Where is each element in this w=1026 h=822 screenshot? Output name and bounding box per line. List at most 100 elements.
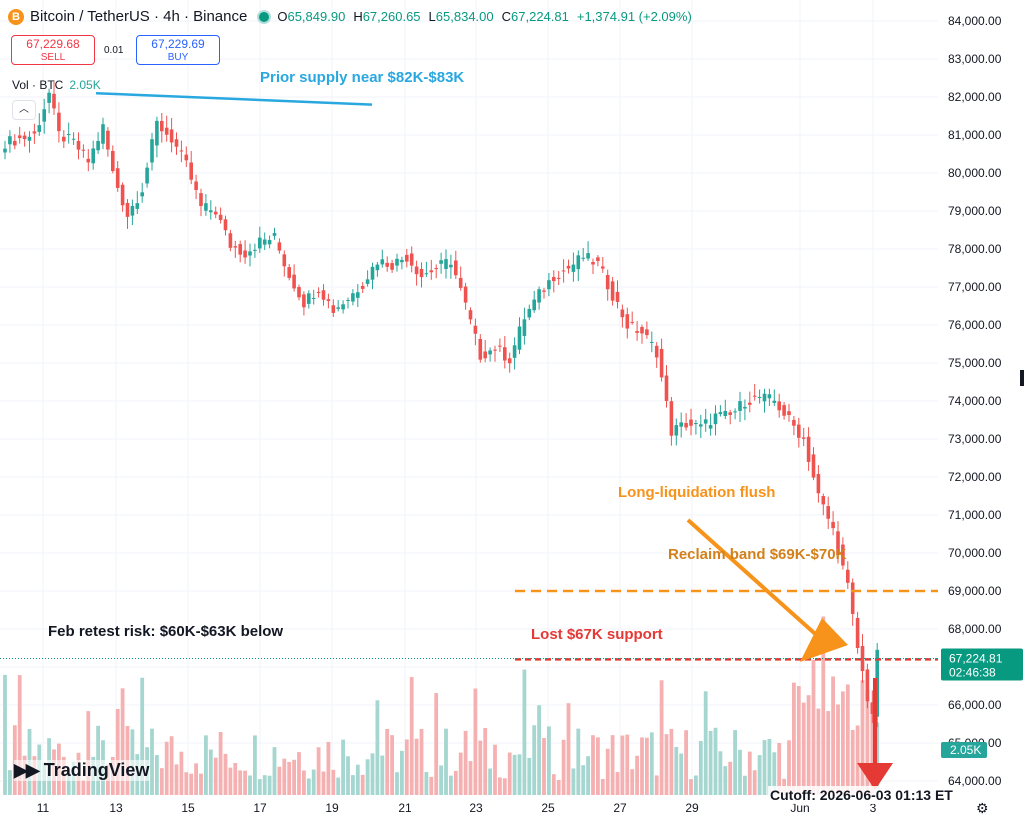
volume-bar	[292, 759, 296, 795]
price-tick-label: 66,000.00	[948, 698, 1002, 712]
candle-body	[792, 419, 796, 426]
candle-body	[13, 140, 17, 146]
candle-body	[640, 327, 644, 334]
candle-body	[57, 112, 61, 132]
volume-bar	[213, 757, 218, 795]
down-arrow-head	[857, 763, 893, 790]
volume-bar	[738, 749, 742, 795]
volume-bar	[370, 753, 375, 795]
candle-body	[321, 290, 326, 300]
symbol-header[interactable]: B Bitcoin / TetherUS · 4h · Binance O65,…	[8, 8, 700, 25]
candle-body	[831, 521, 835, 529]
volume-bar	[605, 748, 610, 795]
buy-price: 67,229.69	[151, 37, 205, 51]
candle-body	[836, 531, 840, 556]
candle-body	[370, 266, 375, 280]
volume-bar	[17, 675, 22, 795]
candle-body	[424, 273, 429, 275]
reclaim-annotation: Reclaim band $69K-$70K	[668, 546, 847, 563]
volume-bar	[674, 746, 679, 795]
flush-arrow-head	[800, 618, 848, 662]
candle-body	[429, 270, 434, 273]
candle-body	[610, 281, 615, 301]
volume-tag	[941, 742, 987, 758]
volume-bar	[860, 680, 865, 795]
candle-body	[561, 270, 566, 272]
candle-body	[189, 162, 193, 180]
market-status-icon	[259, 11, 270, 22]
candle-body	[277, 242, 282, 251]
candle-body	[282, 254, 287, 267]
candle-body	[145, 167, 149, 184]
candle-body	[253, 249, 257, 251]
candle-body	[679, 422, 683, 427]
candle-body	[689, 419, 693, 426]
candle-body	[860, 646, 865, 672]
chevron-up-icon[interactable]: ︿	[12, 100, 36, 120]
candle-body	[351, 293, 355, 302]
candle-body	[91, 148, 95, 164]
candle-body	[723, 410, 728, 416]
volume-bar	[189, 773, 194, 795]
volume-bar	[449, 775, 453, 795]
candle-body	[238, 244, 242, 255]
volume-bar	[767, 738, 772, 795]
volume-bar	[390, 735, 394, 795]
candle-body	[262, 239, 267, 245]
scroll-handle[interactable]	[1020, 370, 1024, 386]
candle-body	[468, 310, 473, 320]
ohlc-change: +1,374.91 (+2.09%)	[576, 9, 692, 24]
candle-body	[86, 158, 91, 163]
volume-bar	[174, 764, 179, 795]
volume-label: Vol · BTC	[12, 78, 64, 92]
candle-body	[713, 413, 718, 425]
volume-bar	[669, 728, 674, 795]
candle-body	[307, 293, 311, 304]
candle-body	[174, 139, 179, 147]
volume-bar	[547, 726, 551, 795]
flush-arrow-shaft	[686, 518, 824, 642]
candle-body	[223, 219, 228, 231]
price-tick-label: 74,000.00	[948, 394, 1002, 408]
volume-bar	[409, 677, 414, 795]
candle-body	[787, 411, 791, 416]
volume-bar	[194, 763, 198, 795]
buy-button[interactable]: 67,229.69 BUY	[136, 35, 220, 65]
tradingview-branding[interactable]: ▶▶ TradingView	[14, 760, 150, 781]
ohlc-high: H67,260.65	[353, 9, 421, 24]
candle-body	[503, 347, 507, 361]
volume-bar	[282, 758, 287, 795]
volume-bar	[532, 725, 537, 795]
volume-bar	[821, 616, 826, 795]
gear-icon[interactable]: ⚙	[976, 800, 989, 816]
volume-legend[interactable]: Vol · BTC 2.05K	[12, 78, 101, 92]
candle-body	[179, 150, 184, 152]
volume-bar	[184, 772, 189, 795]
candle-body	[81, 149, 86, 151]
last-price-value: 67,224.81	[949, 651, 1003, 665]
volume-bar	[679, 753, 684, 795]
volume-bar	[635, 755, 639, 795]
price-tick-label: 68,000.00	[948, 622, 1002, 636]
price-tick-label: 78,000.00	[948, 242, 1002, 256]
volume-bar	[473, 688, 478, 795]
candle-body	[870, 702, 875, 714]
candle-body	[537, 289, 541, 303]
volume-bar	[243, 770, 247, 795]
volume-bar	[316, 747, 321, 795]
volume-bar	[336, 777, 341, 795]
price-tick-label: 72,000.00	[948, 470, 1002, 484]
volume-bar	[468, 761, 473, 795]
candle-body	[248, 251, 252, 256]
sell-button[interactable]: 67,229.68 SELL	[11, 35, 95, 65]
candle-body	[32, 131, 37, 134]
price-tick-label: 80,000.00	[948, 166, 1002, 180]
symbol-title[interactable]: Bitcoin / TetherUS · 4h · Binance	[30, 8, 248, 25]
volume-bar	[649, 732, 654, 795]
volume-bar	[875, 722, 880, 795]
candle-body	[8, 136, 12, 145]
candle-body	[463, 286, 468, 303]
flush-annotation: Long-liquidation flush	[618, 484, 775, 501]
candle-body	[782, 405, 786, 416]
